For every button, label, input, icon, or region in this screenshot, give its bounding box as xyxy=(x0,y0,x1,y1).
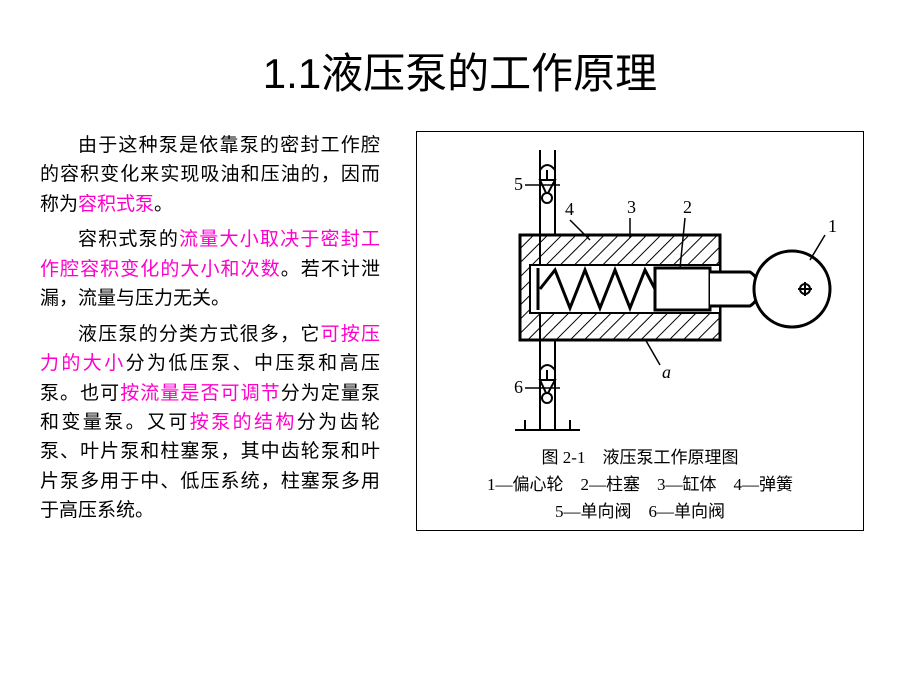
paragraph-1: 由于这种泵是依靠泵的密封工作腔的容积变化来实现吸油和压油的，因而称为容积式泵。 xyxy=(40,131,380,219)
p1-text-c: 。 xyxy=(154,194,173,215)
p3-hl-d: 按流量是否可调节 xyxy=(120,383,280,404)
p3-text-a: 液压泵的分类方式很多，它 xyxy=(78,324,321,345)
page-title: 1.1液压泵的工作原理 xyxy=(40,40,880,101)
figure-caption: 图 2-1 液压泵工作原理图 1—偏心轮 2—柱塞 3—缸体 4—弹簧 5—单向… xyxy=(425,444,855,526)
label-5: 5 xyxy=(514,174,523,194)
pump-diagram: 5 4 3 2 1 6 a xyxy=(430,140,850,440)
figure-column: 5 4 3 2 1 6 a 图 2-1 液压泵工作原理图 1—偏心轮 2—柱塞 … xyxy=(400,131,880,532)
eccentric-wheel-icon xyxy=(754,251,830,327)
paragraph-2: 容积式泵的流量大小取决于密封工作腔容积变化的大小和次数。若不计泄漏，流量与压力无… xyxy=(40,225,380,313)
valve-5-icon xyxy=(540,165,555,203)
paragraph-3: 液压泵的分类方式很多，它可按压力的大小分为低压泵、中压泵和高压泵。也可按流量是否… xyxy=(40,320,380,526)
p2-text-a: 容积式泵的 xyxy=(78,229,179,250)
label-a: a xyxy=(662,362,671,382)
caption-line-2: 1—偏心轮 2—柱塞 3—缸体 4—弹簧 xyxy=(425,471,855,498)
text-column: 由于这种泵是依靠泵的密封工作腔的容积变化来实现吸油和压油的，因而称为容积式泵。 … xyxy=(40,131,380,532)
p1-highlight: 容积式泵 xyxy=(78,194,154,215)
piston-icon xyxy=(655,268,710,310)
figure-box: 5 4 3 2 1 6 a 图 2-1 液压泵工作原理图 1—偏心轮 2—柱塞 … xyxy=(416,131,864,531)
caption-line-3: 5—单向阀 6—单向阀 xyxy=(425,498,855,525)
valve-6-icon xyxy=(540,365,555,403)
label-4: 4 xyxy=(565,199,574,219)
label-1: 1 xyxy=(828,216,837,236)
content-row: 由于这种泵是依靠泵的密封工作腔的容积变化来实现吸油和压油的，因而称为容积式泵。 … xyxy=(40,131,880,532)
label-6: 6 xyxy=(514,377,523,397)
label-3: 3 xyxy=(627,197,636,217)
p3-hl-f: 按泵的结构 xyxy=(190,412,297,433)
label-2: 2 xyxy=(683,197,692,217)
caption-line-1: 图 2-1 液压泵工作原理图 xyxy=(425,444,855,471)
